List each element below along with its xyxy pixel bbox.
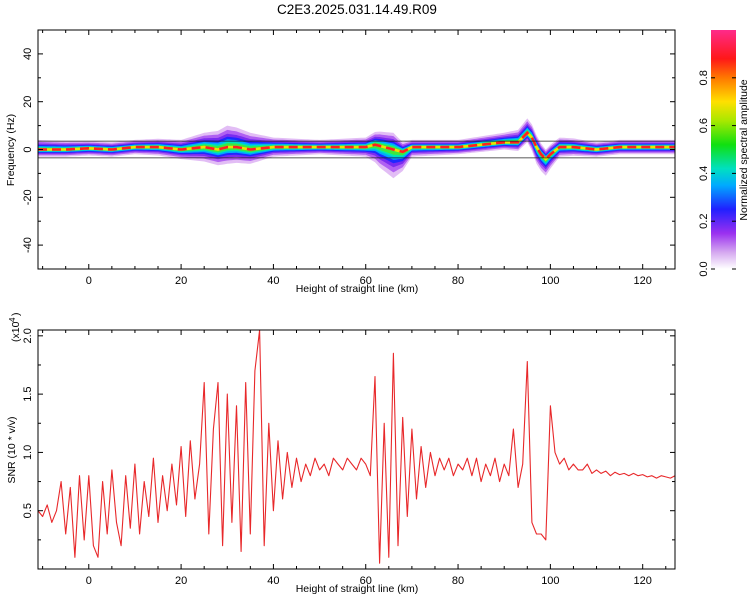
snr-y-tick-label: 1.5 xyxy=(22,386,34,401)
spectrogram-y-tick-label: 20 xyxy=(22,96,34,108)
snr-x-tick-label: 0 xyxy=(86,575,92,587)
spectrogram-ridge-red xyxy=(38,130,675,161)
snr-scale-factor: (x10 4 ) xyxy=(8,313,22,343)
snr-plot-area xyxy=(38,330,675,564)
spectrogram-x-tick-label: 0 xyxy=(86,275,92,287)
snr-x-axis-label: Height of straight line (km) xyxy=(296,583,419,595)
snr-frame xyxy=(37,329,676,570)
spectrogram-x-tick-label: 100 xyxy=(541,275,559,287)
spectrogram-x-tick-label: 40 xyxy=(267,275,279,287)
snr-scale-close-paren: ) xyxy=(10,313,22,317)
snr-scale-exponent: 4 xyxy=(8,317,17,322)
spectrogram-panel: 0 20 40 60 80 100 120 -40 -20 0 20 40 Height of st… xyxy=(5,29,676,295)
snr-x-tick-label: 100 xyxy=(541,575,559,587)
snr-y-tick-label: 1.0 xyxy=(22,445,34,460)
chart-title: C2E3.2025.031.14.49.R09 xyxy=(277,2,437,17)
colorbar-tick-label: 0.8 xyxy=(698,70,710,85)
colorbar-gradient xyxy=(711,30,736,269)
snr-x-ticks: 0 20 40 60 80 100 120 xyxy=(42,330,667,587)
snr-y-tick-label: 0.5 xyxy=(22,503,34,518)
snr-x-tick-label: 120 xyxy=(634,575,652,587)
spectrogram-y-tick-label: -20 xyxy=(22,189,34,205)
spectrogram-y-ticks: -40 -20 0 20 40 xyxy=(22,29,675,270)
snr-scale-label: (x10 xyxy=(10,321,22,342)
snr-x-tick-label: 60 xyxy=(360,575,372,587)
spectrogram-y-axis-label: Frequency (Hz) xyxy=(5,114,17,186)
spectrogram-x-axis-label: Height of straight line (km) xyxy=(296,283,419,295)
colorbar-tick-label: 0.4 xyxy=(698,166,710,181)
spectrogram-y-tick-label: 40 xyxy=(22,48,34,60)
snr-y-axis-label: SNR (10 * v/v) xyxy=(6,416,18,483)
colorbar-tick-label: 0.0 xyxy=(698,261,710,276)
spectrogram-x-tick-label: 80 xyxy=(452,275,464,287)
snr-x-tick-label: 40 xyxy=(267,575,279,587)
colorbar-label: Normalized spectral amplitude xyxy=(738,79,750,220)
snr-panel: 0 20 40 60 80 100 120 0.5 1.0 1.5 2.0 Height of s… xyxy=(6,313,676,595)
spectrogram-x-tick-label: 120 xyxy=(634,275,652,287)
colorbar: 0.0 0.2 0.4 0.6 0.8 Normalized spectral ampl… xyxy=(698,30,750,277)
spectrogram-y-tick-label: 0 xyxy=(22,146,34,152)
snr-series-line xyxy=(38,330,675,564)
colorbar-tick-label: 0.6 xyxy=(698,118,710,133)
snr-x-tick-label: 80 xyxy=(452,575,464,587)
spectrogram-x-ticks: 0 20 40 60 80 100 120 xyxy=(42,30,667,287)
snr-y-tick-label: 2.0 xyxy=(22,328,34,343)
spectrogram-plot-area xyxy=(38,118,675,179)
snr-y-ticks: 0.5 1.0 1.5 2.0 xyxy=(22,328,675,541)
spectrogram-y-tick-label: -40 xyxy=(22,237,34,253)
colorbar-tick-label: 0.2 xyxy=(698,214,710,229)
spectrogram-x-tick-label: 20 xyxy=(175,275,187,287)
spectrogram-x-tick-label: 60 xyxy=(360,275,372,287)
snr-x-tick-label: 20 xyxy=(175,575,187,587)
colorbar-ticks: 0.0 0.2 0.4 0.6 0.8 xyxy=(698,70,736,277)
